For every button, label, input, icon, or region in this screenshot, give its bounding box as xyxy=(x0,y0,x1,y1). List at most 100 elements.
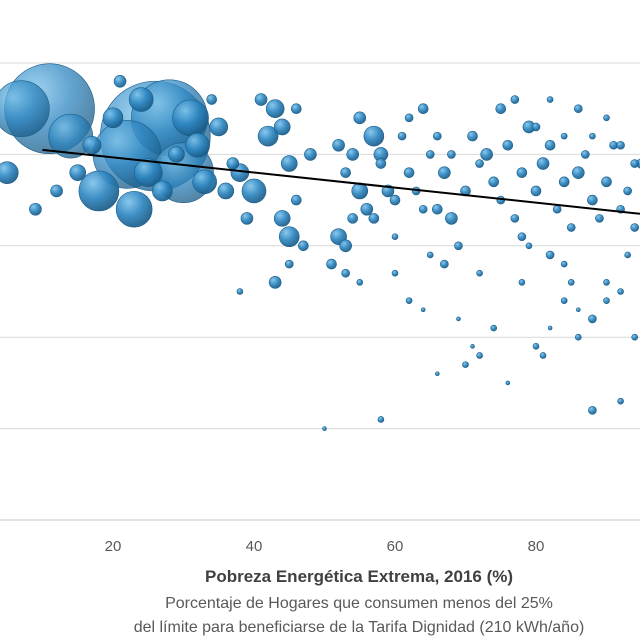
bubble-point xyxy=(567,279,575,286)
bubble-point xyxy=(518,279,526,286)
bubble-point xyxy=(545,250,555,260)
bubble-point xyxy=(574,333,582,341)
bubble-point xyxy=(403,167,415,178)
bubble-point xyxy=(417,103,429,114)
bubble-point xyxy=(217,182,235,200)
bubble-point xyxy=(50,184,63,198)
x-tick-label-3: 80 xyxy=(528,538,545,555)
bubble-point xyxy=(377,416,385,423)
bubble-point xyxy=(341,268,350,278)
bubble-point xyxy=(588,406,597,415)
bubble-point xyxy=(530,185,542,197)
bubble-point xyxy=(532,343,540,350)
bubble-point xyxy=(420,307,426,313)
bubble-point xyxy=(102,107,124,129)
bubble-point xyxy=(172,99,209,137)
bubble-point xyxy=(268,276,282,289)
bubble-point xyxy=(552,204,562,214)
bubble-point xyxy=(539,352,547,359)
bubble-point xyxy=(476,352,483,359)
bubble-point xyxy=(257,125,279,147)
x-tick-label-0: 20 xyxy=(105,538,122,555)
bubble-point xyxy=(360,202,374,216)
bubble-point xyxy=(467,130,478,142)
bubble-point xyxy=(290,194,302,206)
bubble-point xyxy=(209,117,229,137)
bubble-point xyxy=(546,96,554,103)
bubble-point xyxy=(356,279,364,286)
bubble-point xyxy=(290,103,302,114)
bubble-point xyxy=(601,176,612,188)
bubble-point xyxy=(624,251,631,259)
x-tick-labels: 20 40 60 80 xyxy=(105,538,545,555)
bubble-point xyxy=(265,99,285,118)
bubble-point xyxy=(588,314,597,324)
x-axis-note-line-1: Porcentaje de Hogares que consumen menos… xyxy=(165,595,553,612)
bubble-point xyxy=(456,316,461,322)
bubble-point xyxy=(630,223,640,232)
bubble-point xyxy=(241,178,267,204)
bubble-point xyxy=(254,93,268,106)
bubble-point xyxy=(353,111,367,125)
bubble-point xyxy=(78,170,120,212)
bubble-point xyxy=(623,186,632,196)
bubble-point xyxy=(284,259,294,269)
bubble-point xyxy=(347,213,359,224)
bubble-point xyxy=(389,194,401,206)
bubble-point xyxy=(434,371,440,377)
bubble-point xyxy=(152,180,173,202)
trendline xyxy=(42,148,640,215)
bubble-point xyxy=(603,297,610,304)
bubble-point xyxy=(630,159,640,168)
bubble-point xyxy=(391,233,399,240)
bubble-point xyxy=(617,397,624,405)
bubble-point xyxy=(560,260,568,268)
bubble-point xyxy=(278,226,300,247)
bubble-point xyxy=(115,190,153,228)
bubble-point xyxy=(418,204,428,214)
bubble-point xyxy=(29,202,42,216)
gridlines xyxy=(0,62,640,521)
trendline-group xyxy=(42,148,640,215)
bubble-point xyxy=(488,176,500,188)
bubble-point xyxy=(560,132,568,140)
bubble-point xyxy=(128,87,154,112)
bubble-point xyxy=(476,269,483,277)
bubble-point xyxy=(432,131,442,141)
bubble-point xyxy=(571,166,585,179)
bubble-point xyxy=(536,157,550,170)
bubble-point xyxy=(332,138,345,152)
bubble-point xyxy=(603,114,610,122)
bubble-point xyxy=(375,158,387,169)
bubble-point xyxy=(404,113,414,123)
bubble-point xyxy=(391,269,399,277)
bubble-point xyxy=(445,212,458,225)
bubble-point xyxy=(0,80,50,137)
bubble-point xyxy=(560,297,568,304)
bubble-point xyxy=(447,150,456,159)
bubble-point xyxy=(168,146,185,163)
bubble-point xyxy=(547,325,553,331)
bubble-point xyxy=(82,135,102,155)
bubble-point xyxy=(589,132,596,140)
bubble-point xyxy=(192,169,217,195)
bubble-point xyxy=(505,380,511,386)
bubble-point xyxy=(510,214,520,223)
bubble-point xyxy=(490,324,498,332)
bubble-point xyxy=(558,176,570,188)
bubble-series xyxy=(0,63,640,431)
bubble-point xyxy=(440,259,449,269)
bubble-point xyxy=(575,307,581,313)
x-axis-label: Pobreza Energética Extrema, 2016 (%) xyxy=(205,567,513,586)
bubble-point xyxy=(185,132,210,158)
bubble-point xyxy=(236,288,244,295)
bubble-point xyxy=(495,103,507,114)
bubble-point xyxy=(573,104,583,113)
bubble-point xyxy=(516,167,528,178)
bubble-point xyxy=(438,166,451,179)
bubble-point xyxy=(510,95,520,104)
bubble-point xyxy=(226,157,240,170)
bubble-point xyxy=(133,158,163,187)
